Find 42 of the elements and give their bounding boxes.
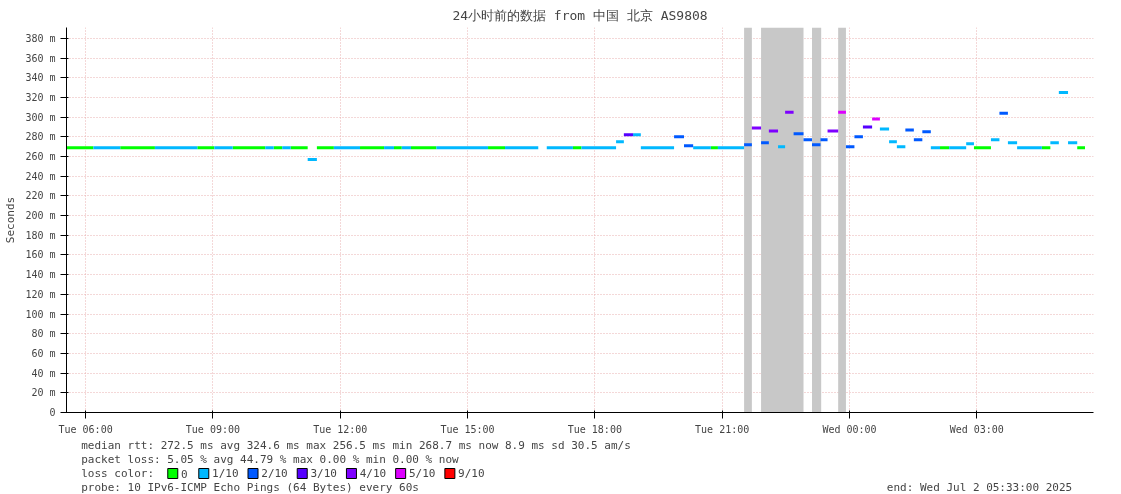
y-tick-label: 360 m [25, 52, 56, 64]
y-tick-label: 140 m [25, 269, 56, 281]
y-tick-label: 380 m [25, 32, 56, 44]
legend-label: 0 [181, 467, 188, 481]
x-tick-label: Tue 21:00 [695, 423, 750, 435]
y-tick-label: 120 m [25, 288, 56, 300]
y-tick-label: 40 m [31, 367, 56, 379]
x-tick-label: Wed 03:00 [949, 423, 1004, 435]
y-tick-label: 60 m [31, 347, 56, 359]
y-axis-title: Seconds [4, 196, 18, 244]
y-tick-label: 180 m [25, 229, 56, 241]
legend-label: 9/10 [458, 467, 485, 480]
y-tick-label: 260 m [25, 150, 56, 162]
x-tick-label: Wed 00:00 [822, 423, 877, 435]
x-tick-label: Tue 06:00 [58, 423, 113, 435]
x-tick-label: Tue 09:00 [185, 423, 241, 435]
x-tick-label: Tue 12:00 [313, 423, 368, 435]
x-tick-label: Tue 15:00 [440, 423, 495, 435]
y-tick-label: 340 m [25, 72, 56, 84]
y-tick-label: 300 m [25, 111, 56, 123]
text: median rtt: 272.5 ms avg 324.6 ms max 256.5 ms min 268.7 ms now 8.9 ms sd 30.5 am/s [81, 439, 631, 452]
text: packet loss: 5.05 % avg 44.79 % max 0.00 % min 0.00 % now [81, 453, 460, 466]
legend-label: 4/10 [359, 467, 387, 480]
y-tick-label: 280 m [25, 131, 56, 143]
legend-title: loss color: [81, 467, 155, 480]
text: end: Wed Jul 2 05:33:00 2025 [886, 481, 1073, 494]
y-tick-label: 20 m [31, 387, 56, 399]
legend-label: 1/10 [212, 467, 239, 480]
chart-title: 24小时前的数据 from 中国 北京 AS9808 [452, 7, 708, 23]
x-tick-label: Tue 18:00 [567, 423, 622, 435]
y-tick-label: 320 m [25, 91, 56, 103]
y-tick-label: 200 m [25, 210, 56, 222]
y-tick-label: 80 m [31, 328, 56, 340]
y-tick-label: 240 m [25, 170, 56, 182]
legend-label: 5/10 [408, 467, 436, 480]
y-tick-label: 220 m [25, 190, 56, 202]
y-tick-label: 160 m [25, 249, 56, 261]
text: probe: 10 IPv6-ICMP Echo Pings (64 Bytes) every 60s [81, 481, 419, 494]
y-tick-label: 0 [49, 407, 56, 418]
legend-label: 2/10 [261, 467, 288, 480]
legend-label: 3/10 [310, 467, 337, 480]
y-tick-label: 100 m [25, 308, 56, 320]
